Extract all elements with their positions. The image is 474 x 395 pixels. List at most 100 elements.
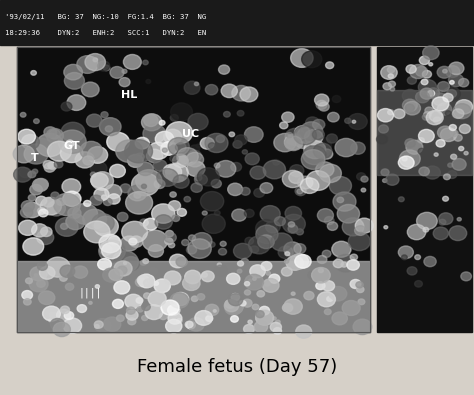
Circle shape	[18, 220, 37, 235]
Circle shape	[269, 274, 280, 283]
Circle shape	[103, 268, 119, 282]
Circle shape	[201, 137, 214, 149]
Circle shape	[32, 169, 38, 174]
Circle shape	[36, 230, 54, 245]
Circle shape	[353, 319, 372, 335]
Circle shape	[134, 192, 141, 198]
Circle shape	[19, 168, 31, 178]
Circle shape	[194, 174, 207, 185]
Circle shape	[129, 238, 137, 245]
Circle shape	[57, 198, 65, 205]
Circle shape	[350, 254, 357, 260]
Circle shape	[170, 115, 178, 121]
Circle shape	[423, 228, 428, 232]
Circle shape	[173, 292, 189, 306]
Circle shape	[153, 160, 167, 171]
Circle shape	[426, 111, 443, 125]
Circle shape	[452, 109, 464, 118]
Circle shape	[38, 291, 55, 305]
Circle shape	[28, 171, 36, 178]
Circle shape	[450, 81, 454, 84]
Circle shape	[189, 282, 197, 288]
Circle shape	[418, 137, 424, 143]
Circle shape	[282, 112, 294, 122]
Circle shape	[399, 197, 404, 202]
Circle shape	[311, 267, 330, 283]
Circle shape	[41, 227, 52, 237]
Circle shape	[148, 294, 155, 299]
Circle shape	[26, 278, 32, 284]
Text: ||||: ||||	[78, 287, 102, 297]
Circle shape	[436, 139, 445, 147]
Circle shape	[433, 93, 447, 105]
Circle shape	[245, 290, 251, 295]
Circle shape	[23, 202, 41, 218]
Circle shape	[452, 158, 466, 170]
Circle shape	[188, 113, 208, 130]
Circle shape	[229, 303, 236, 308]
Circle shape	[361, 176, 368, 182]
Circle shape	[231, 162, 242, 171]
Circle shape	[215, 265, 227, 275]
Circle shape	[148, 142, 168, 159]
Circle shape	[387, 67, 395, 73]
Circle shape	[285, 136, 302, 150]
Bar	[0, 0, 474, 45]
Circle shape	[400, 150, 420, 167]
Circle shape	[230, 316, 238, 322]
Circle shape	[101, 195, 107, 199]
Circle shape	[225, 300, 235, 308]
Circle shape	[144, 293, 150, 299]
Circle shape	[32, 179, 48, 192]
Circle shape	[44, 163, 55, 172]
Circle shape	[231, 293, 239, 301]
Circle shape	[422, 70, 431, 78]
Circle shape	[202, 211, 207, 215]
Circle shape	[297, 189, 303, 194]
Circle shape	[416, 91, 429, 103]
Circle shape	[457, 218, 461, 221]
Circle shape	[449, 62, 464, 75]
Circle shape	[61, 306, 70, 314]
Circle shape	[105, 184, 122, 199]
Circle shape	[427, 88, 439, 98]
Circle shape	[225, 301, 242, 315]
Circle shape	[185, 321, 193, 328]
Circle shape	[66, 140, 74, 147]
Circle shape	[88, 147, 108, 163]
Circle shape	[402, 99, 417, 111]
Circle shape	[56, 309, 71, 321]
Circle shape	[66, 214, 85, 229]
Circle shape	[221, 84, 237, 98]
Circle shape	[62, 179, 81, 194]
Circle shape	[189, 235, 196, 241]
Circle shape	[454, 134, 462, 141]
Circle shape	[30, 184, 42, 195]
Circle shape	[332, 241, 351, 257]
Circle shape	[123, 257, 139, 271]
Circle shape	[39, 209, 48, 217]
Circle shape	[108, 194, 120, 204]
Circle shape	[237, 111, 244, 116]
Circle shape	[316, 100, 327, 109]
Circle shape	[419, 130, 434, 143]
Circle shape	[170, 155, 178, 162]
Circle shape	[83, 209, 107, 229]
Circle shape	[422, 114, 430, 120]
Circle shape	[63, 318, 82, 333]
Circle shape	[298, 176, 313, 189]
Circle shape	[155, 132, 174, 147]
Circle shape	[43, 198, 54, 207]
Circle shape	[216, 135, 225, 143]
Circle shape	[250, 166, 266, 179]
Circle shape	[433, 117, 441, 124]
Circle shape	[164, 232, 176, 243]
Circle shape	[254, 321, 268, 333]
Circle shape	[420, 88, 434, 99]
Circle shape	[119, 77, 130, 87]
Circle shape	[234, 243, 252, 259]
Circle shape	[50, 318, 64, 330]
Circle shape	[245, 209, 254, 217]
Circle shape	[312, 130, 324, 139]
Circle shape	[36, 196, 47, 205]
